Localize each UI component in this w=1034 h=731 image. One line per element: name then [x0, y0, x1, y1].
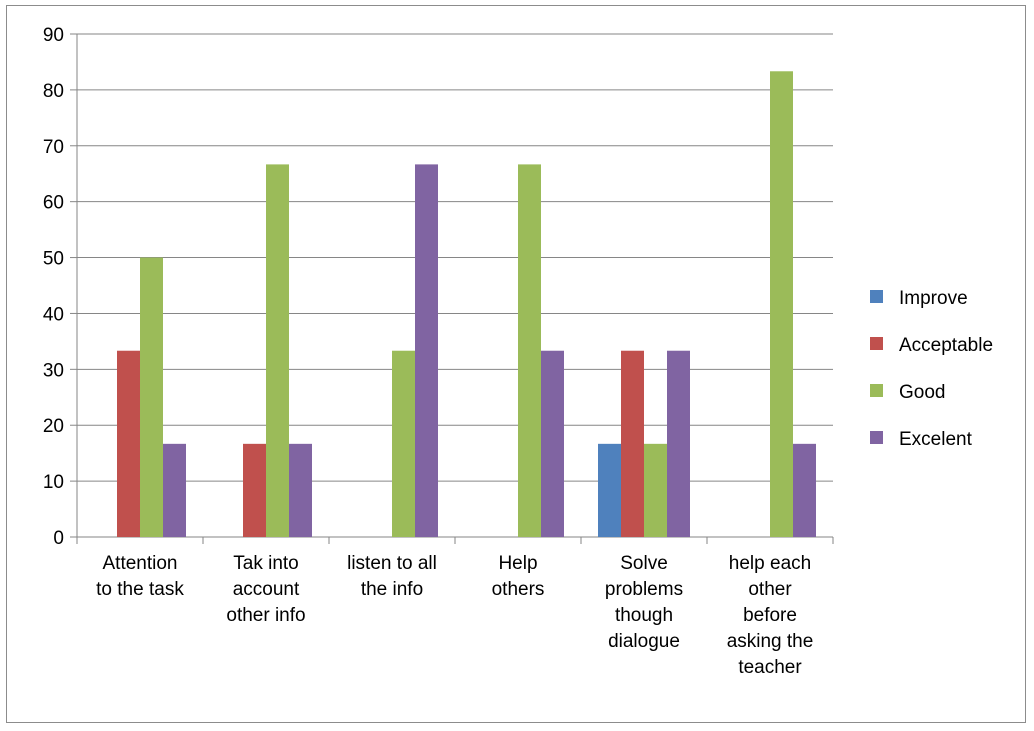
bar-good-3 — [518, 164, 541, 537]
bar-acceptable-0 — [117, 350, 140, 537]
legend-swatch-improve — [870, 290, 883, 303]
bar-acceptable-1 — [243, 443, 266, 537]
x-tick-label-2: listen to all the info — [347, 553, 437, 600]
x-tick-label-0: Attention to the task — [96, 553, 184, 600]
bar-excelent-3 — [541, 350, 564, 537]
x-tick-label-4: Solve problems though dialogue — [605, 553, 683, 652]
bar-good-1 — [266, 164, 289, 537]
bar-excelent-2 — [415, 164, 438, 537]
chart-frame — [6, 5, 1026, 723]
bar-good-4 — [644, 443, 667, 537]
y-tick-label-50: 50 — [43, 249, 64, 270]
legend-label-improve: Improve — [899, 288, 968, 309]
bar-good-0 — [140, 257, 163, 537]
legend-swatch-good — [870, 384, 883, 397]
legend-label-acceptable: Acceptable — [899, 335, 993, 356]
bar-improve-4 — [598, 443, 621, 537]
y-tick-label-30: 30 — [43, 360, 64, 381]
legend-swatch-acceptable — [870, 337, 883, 350]
y-tick-label-70: 70 — [43, 137, 64, 158]
legend-label-good: Good — [899, 382, 945, 403]
bar-good-2 — [392, 350, 415, 537]
bar-excelent-0 — [163, 443, 186, 537]
y-tick-label-0: 0 — [53, 528, 64, 549]
x-tick-label-1: Tak into account other info — [226, 553, 305, 626]
y-tick-label-10: 10 — [43, 472, 64, 493]
y-tick-label-90: 90 — [43, 25, 64, 46]
bar-excelent-5 — [793, 443, 816, 537]
y-tick-label-80: 80 — [43, 81, 64, 102]
bar-excelent-4 — [667, 350, 690, 537]
x-tick-label-5: help each other before asking the teacher — [727, 553, 814, 678]
y-tick-label-60: 60 — [43, 193, 64, 214]
y-tick-label-40: 40 — [43, 304, 64, 325]
bar-good-5 — [770, 71, 793, 537]
legend-label-excelent: Excelent — [899, 429, 973, 450]
legend-swatch-excelent — [870, 431, 883, 444]
bar-excelent-1 — [289, 443, 312, 537]
bar-acceptable-4 — [621, 350, 644, 537]
x-tick-label-3: Help others — [492, 553, 545, 600]
y-tick-label-20: 20 — [43, 416, 64, 437]
